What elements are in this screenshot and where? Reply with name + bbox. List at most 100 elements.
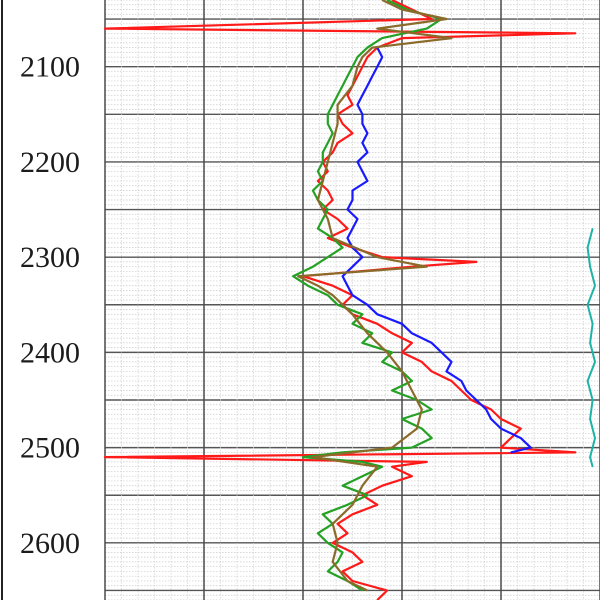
depth-tick-label: 2500 bbox=[20, 432, 80, 465]
log-curve-1-sample bbox=[351, 132, 354, 134]
log-curve-3-sample bbox=[322, 513, 324, 515]
log-curve-3-sample bbox=[391, 351, 393, 353]
log-curve-2-sample bbox=[351, 228, 354, 230]
log-curve-4-sample bbox=[332, 523, 334, 525]
log-curve-4-sample bbox=[327, 161, 329, 163]
log-curve-1-sample bbox=[361, 494, 363, 496]
log-curve-2-sample bbox=[376, 313, 378, 315]
log-grid bbox=[104, 0, 600, 600]
log-curve-5-sample bbox=[589, 456, 591, 458]
log-curve-2-sample bbox=[530, 447, 532, 449]
log-curve-3-sample bbox=[421, 428, 423, 430]
log-curve-4-sample bbox=[450, 37, 453, 39]
log-curve-1-sample bbox=[574, 451, 576, 453]
log-curve-5-sample bbox=[594, 361, 596, 363]
depth-tick-label: 2600 bbox=[20, 527, 80, 560]
log-curve-1-sample bbox=[327, 189, 329, 192]
log-curve-4-sample bbox=[332, 142, 334, 144]
log-curve-2-sample bbox=[445, 370, 448, 372]
log-curve-2-sample bbox=[371, 75, 373, 77]
log-curve-3-sample bbox=[371, 332, 373, 334]
log-curve-1-sample bbox=[460, 389, 462, 392]
log-curve-3-sample bbox=[356, 56, 359, 58]
log-curve-1-sample bbox=[470, 399, 472, 401]
log-curve-4-sample bbox=[391, 447, 393, 449]
log-curve-4-sample bbox=[332, 294, 334, 296]
log-curve-1-sample bbox=[411, 342, 413, 344]
log-curve-3-sample bbox=[327, 113, 329, 115]
log-curve-3-sample bbox=[381, 361, 383, 363]
log-curve-3-sample bbox=[351, 323, 354, 325]
log-curve-2-sample bbox=[500, 428, 502, 430]
log-curve-4-sample bbox=[322, 180, 324, 182]
log-curve-1-sample bbox=[346, 532, 349, 534]
log-curve-2-sample bbox=[376, 66, 378, 68]
log-curve-3-sample bbox=[381, 466, 383, 468]
log-curve-2-sample bbox=[346, 208, 349, 211]
log-curve-2-sample bbox=[450, 361, 453, 363]
log-curve-2-sample bbox=[361, 94, 363, 96]
depth-tick-label: 2100 bbox=[20, 51, 80, 84]
log-curve-3-sample bbox=[386, 0, 388, 1]
log-curve-1-sample bbox=[351, 551, 354, 554]
log-curve-2-sample bbox=[475, 399, 477, 401]
log-curve-1-sample bbox=[361, 66, 363, 68]
log-curve-4-sample bbox=[297, 275, 299, 277]
log-curve-5-sample bbox=[592, 323, 594, 325]
log-curve-2-sample bbox=[346, 237, 349, 239]
log-curve-1-sample bbox=[327, 170, 329, 172]
log-curve-1-sample bbox=[356, 75, 359, 77]
log-curve-3-sample bbox=[366, 47, 368, 49]
log-curve-2-sample bbox=[366, 151, 368, 153]
log-curve-3-sample bbox=[332, 104, 334, 106]
log-curve-1-sample bbox=[351, 513, 354, 515]
log-curve-3-sample bbox=[337, 94, 339, 96]
log-curve-3-sample bbox=[337, 561, 339, 563]
log-curve-2-sample bbox=[431, 342, 433, 344]
log-curve-2-sample bbox=[351, 266, 354, 268]
log-curve-3-sample bbox=[342, 551, 344, 554]
log-curve-4-sample bbox=[411, 389, 413, 392]
log-curve-2-sample bbox=[490, 418, 492, 420]
log-curve-5-sample bbox=[594, 285, 596, 287]
depth-axis: 2100 2200 2300 2400 2500 2600 bbox=[20, 51, 80, 560]
log-curve-3-sample bbox=[317, 532, 319, 534]
log-curve-3-sample bbox=[327, 123, 329, 125]
log-curve-2-sample bbox=[361, 256, 363, 258]
log-curve-1-sample bbox=[337, 523, 339, 525]
log-curve-2-sample bbox=[351, 189, 354, 192]
log-curve-5-sample bbox=[589, 342, 591, 344]
log-curve-1-sample bbox=[351, 580, 354, 582]
log-curve-1-sample bbox=[450, 380, 453, 382]
log-curve-1-sample bbox=[332, 199, 334, 201]
log-curve-1-sample bbox=[104, 28, 106, 30]
log-curve-4-sample bbox=[386, 351, 388, 353]
log-curve-3-sample bbox=[342, 247, 344, 249]
depth-tick-label: 2400 bbox=[20, 336, 80, 369]
log-curve-5-sample bbox=[587, 380, 589, 382]
log-curve-4-sample bbox=[351, 85, 354, 87]
log-curve-4-sample bbox=[312, 456, 314, 458]
log-curve-3-sample bbox=[292, 275, 294, 277]
log-curve-2-sample bbox=[342, 275, 344, 277]
log-curve-3-sample bbox=[302, 456, 304, 458]
log-curve-2-sample bbox=[485, 408, 487, 411]
log-curve-4-sample bbox=[366, 589, 368, 592]
log-curve-4-sample bbox=[351, 313, 354, 315]
log-curve-2-sample bbox=[441, 351, 443, 353]
log-curve-3-sample bbox=[337, 304, 339, 306]
log-curve-4-sample bbox=[371, 47, 373, 49]
log-curve-4-sample bbox=[376, 256, 378, 258]
log-curve-4-sample bbox=[416, 428, 418, 430]
log-curve-3-sample bbox=[327, 294, 329, 296]
log-curve-1-sample bbox=[327, 237, 329, 239]
log-curve-1-sample bbox=[342, 123, 344, 125]
log-curve-3-sample bbox=[361, 342, 363, 344]
log-curve-3-sample bbox=[431, 408, 433, 411]
log-curve-3-sample bbox=[317, 228, 319, 230]
log-curve-1-sample bbox=[500, 418, 502, 420]
log-curve-3-sample bbox=[327, 142, 329, 144]
log-curve-3-sample bbox=[332, 132, 334, 134]
log-curve-1-sample bbox=[361, 561, 363, 563]
log-curve-2-sample bbox=[401, 323, 403, 325]
